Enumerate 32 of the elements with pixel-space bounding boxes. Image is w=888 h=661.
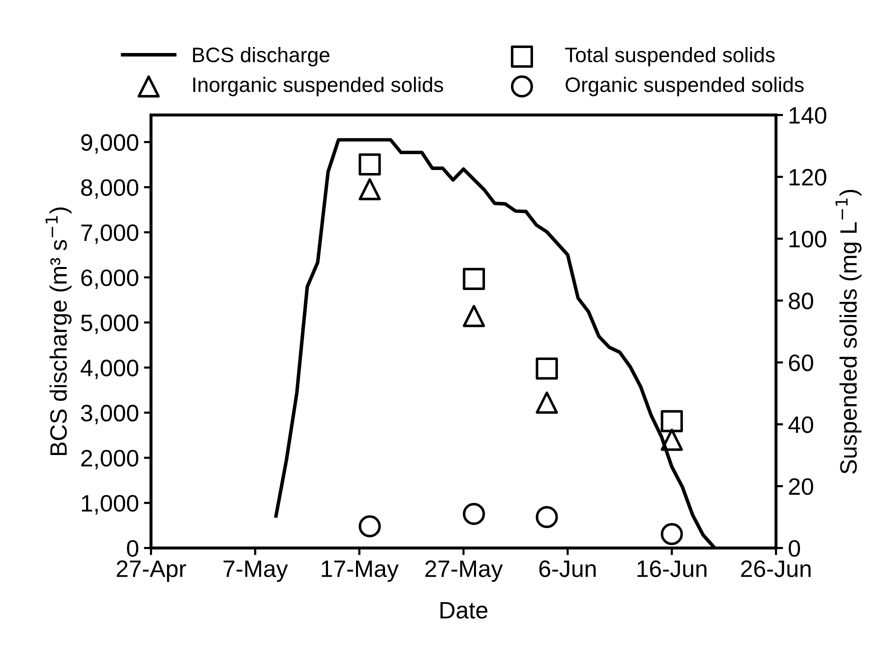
x-tick-label: 27-Apr — [116, 560, 186, 582]
y-tick-label: 0 — [126, 540, 138, 557]
y2-axis-title: Suspended solids (mg L$^{−1}$) — [836, 190, 862, 474]
legend-label: Inorganic suspended solids — [193, 76, 444, 96]
legend-label: BCS discharge — [193, 46, 330, 66]
y-tick-label: 2,000 — [81, 450, 138, 470]
y-tick-label: 8,000 — [81, 179, 138, 199]
x-tick-label: 7-May — [224, 560, 288, 582]
y-tick-label: 4,000 — [80, 360, 138, 380]
y-tick-label: 5,000 — [81, 314, 138, 334]
x-tick-label: 26-Jun — [741, 560, 811, 578]
legend-label: Organic suspended solids — [566, 76, 804, 96]
y-tick-label: 3,000 — [81, 404, 138, 424]
x-tick-label: 16-Jun — [638, 560, 706, 578]
y-axis-title: BCS discharge (m³ s$^{−1}$) — [46, 208, 72, 456]
y2-tick-label: 0 — [788, 540, 800, 557]
x-tick-label: 6-Jun — [539, 560, 596, 578]
y2-tick-label: 60 — [789, 354, 814, 372]
x-axis-title: Date — [440, 602, 488, 619]
x-tick-label: 17-May — [322, 560, 399, 582]
y2-tick-label: 80 — [788, 292, 814, 310]
y2-tick-label: 20 — [788, 478, 814, 495]
y2-tick-label: 120 — [790, 168, 826, 186]
y-tick-label: 6,000 — [81, 269, 138, 289]
y2-tick-label: 140 — [790, 107, 826, 124]
y-tick-label: 1,000 — [82, 494, 138, 514]
x-tick-label: 27-May — [425, 560, 503, 582]
legend-label: Total suspended solids — [565, 46, 775, 66]
y2-tick-label: 40 — [788, 416, 814, 434]
y2-tick-label: 100 — [790, 230, 826, 248]
y-tick-label: 9,000 — [81, 134, 138, 154]
y-tick-label: 7,000 — [81, 224, 138, 244]
